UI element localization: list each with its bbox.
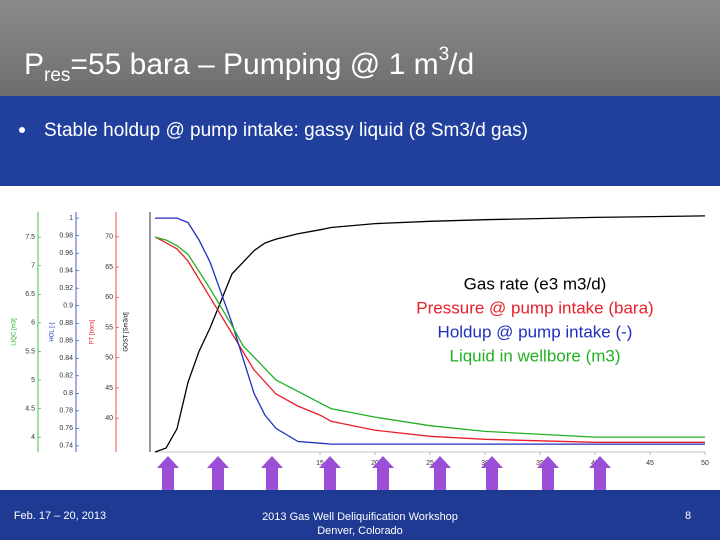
bullet-text: Stable holdup @ pump intake: gassy liqui… — [44, 120, 528, 141]
legend-entry: Gas rate (e3 m3/d) — [464, 274, 607, 293]
y-axis-title: PT [bara] — [90, 319, 96, 344]
y-tick-label: 70 — [105, 234, 113, 241]
arrow — [207, 456, 229, 490]
arrow — [537, 456, 559, 490]
x-tick-label: 50 — [701, 460, 709, 467]
y-tick-label: 0.8 — [63, 390, 73, 397]
slide-title: Pres=55 bara – Pumping @ 1 m3/d — [24, 44, 474, 86]
title-superscript: 3 — [439, 44, 450, 65]
y-tick-label: 40 — [105, 415, 113, 422]
legend-entry: Pressure @ pump intake (bara) — [416, 298, 653, 317]
series-line — [154, 236, 705, 438]
y-tick-label: 0.76 — [59, 425, 73, 432]
y-tick-label: 6 — [31, 320, 35, 327]
y-tick-label: 0.94 — [59, 268, 73, 275]
series-line — [155, 217, 705, 445]
y-tick-label: 0.96 — [59, 250, 73, 257]
x-tick-label: 15 — [316, 460, 324, 467]
y-tick-label: 0.82 — [59, 373, 73, 380]
footer-band — [0, 490, 720, 540]
plot: 1520253035404550GOST [Sm3/d]PT [bara]404… — [12, 212, 709, 467]
y-tick-label: 0.92 — [59, 285, 73, 292]
chart-area — [0, 186, 720, 490]
arrow — [157, 456, 179, 490]
y-axis-title: HOL [-] — [50, 322, 56, 341]
y-tick-label: 65 — [105, 264, 113, 271]
footer-date: Feb. 17 – 20, 2013 — [14, 510, 106, 522]
title-band — [0, 0, 720, 96]
y-tick-label: 7.5 — [25, 234, 35, 241]
bullet-dot — [19, 127, 25, 133]
title-part: P — [24, 48, 44, 81]
y-tick-label: 7 — [31, 263, 35, 270]
y-tick-label: 0.84 — [59, 355, 73, 362]
y-tick-label: 6.5 — [25, 291, 35, 298]
y-tick-label: 5 — [31, 377, 35, 384]
y-tick-label: 0.88 — [59, 320, 73, 327]
arrow — [261, 456, 283, 490]
title-part: /d — [449, 48, 474, 81]
y-axis-title: GOST [Sm3/d] — [124, 312, 130, 352]
x-tick-label: 45 — [646, 460, 654, 467]
y-axis-title: LIQC [m3] — [12, 318, 18, 346]
page-number: 8 — [685, 510, 691, 522]
legend-entry: Holdup @ pump intake (-) — [438, 322, 633, 341]
y-tick-label: 60 — [105, 294, 113, 301]
title-part: =55 bara – Pumping @ 1 m — [70, 48, 438, 81]
y-tick-label: 55 — [105, 324, 113, 331]
arrow — [372, 456, 394, 490]
footer-location: Denver, Colorado — [317, 525, 403, 537]
arrow — [589, 456, 611, 490]
legend-entry: Liquid in wellbore (m3) — [449, 346, 620, 365]
x-tick-label: 25 — [426, 460, 434, 467]
y-tick-label: 50 — [105, 355, 113, 362]
y-tick-label: 0.98 — [59, 232, 73, 239]
x-tick-label: 30 — [481, 460, 489, 467]
arrow — [481, 456, 503, 490]
y-tick-label: 0.9 — [63, 303, 73, 310]
y-tick-label: 0.74 — [59, 443, 73, 450]
y-tick-label: 4 — [31, 434, 35, 441]
bullet-band — [0, 96, 720, 186]
y-tick-label: 5.5 — [25, 348, 35, 355]
arrows — [157, 456, 611, 490]
y-tick-label: 0.78 — [59, 408, 73, 415]
y-tick-label: 1 — [69, 215, 73, 222]
series-line — [154, 215, 706, 453]
arrow — [429, 456, 451, 490]
y-tick-label: 4.5 — [25, 405, 35, 412]
footer-event: 2013 Gas Well Deliquification Workshop — [262, 511, 458, 523]
y-tick-label: 0.86 — [59, 338, 73, 345]
x-tick-label: 20 — [371, 460, 379, 467]
x-tick-label: 35 — [536, 460, 544, 467]
title-subscript: res — [44, 65, 70, 86]
series-line — [154, 236, 705, 443]
y-tick-label: 45 — [105, 385, 113, 392]
arrow — [319, 456, 341, 490]
